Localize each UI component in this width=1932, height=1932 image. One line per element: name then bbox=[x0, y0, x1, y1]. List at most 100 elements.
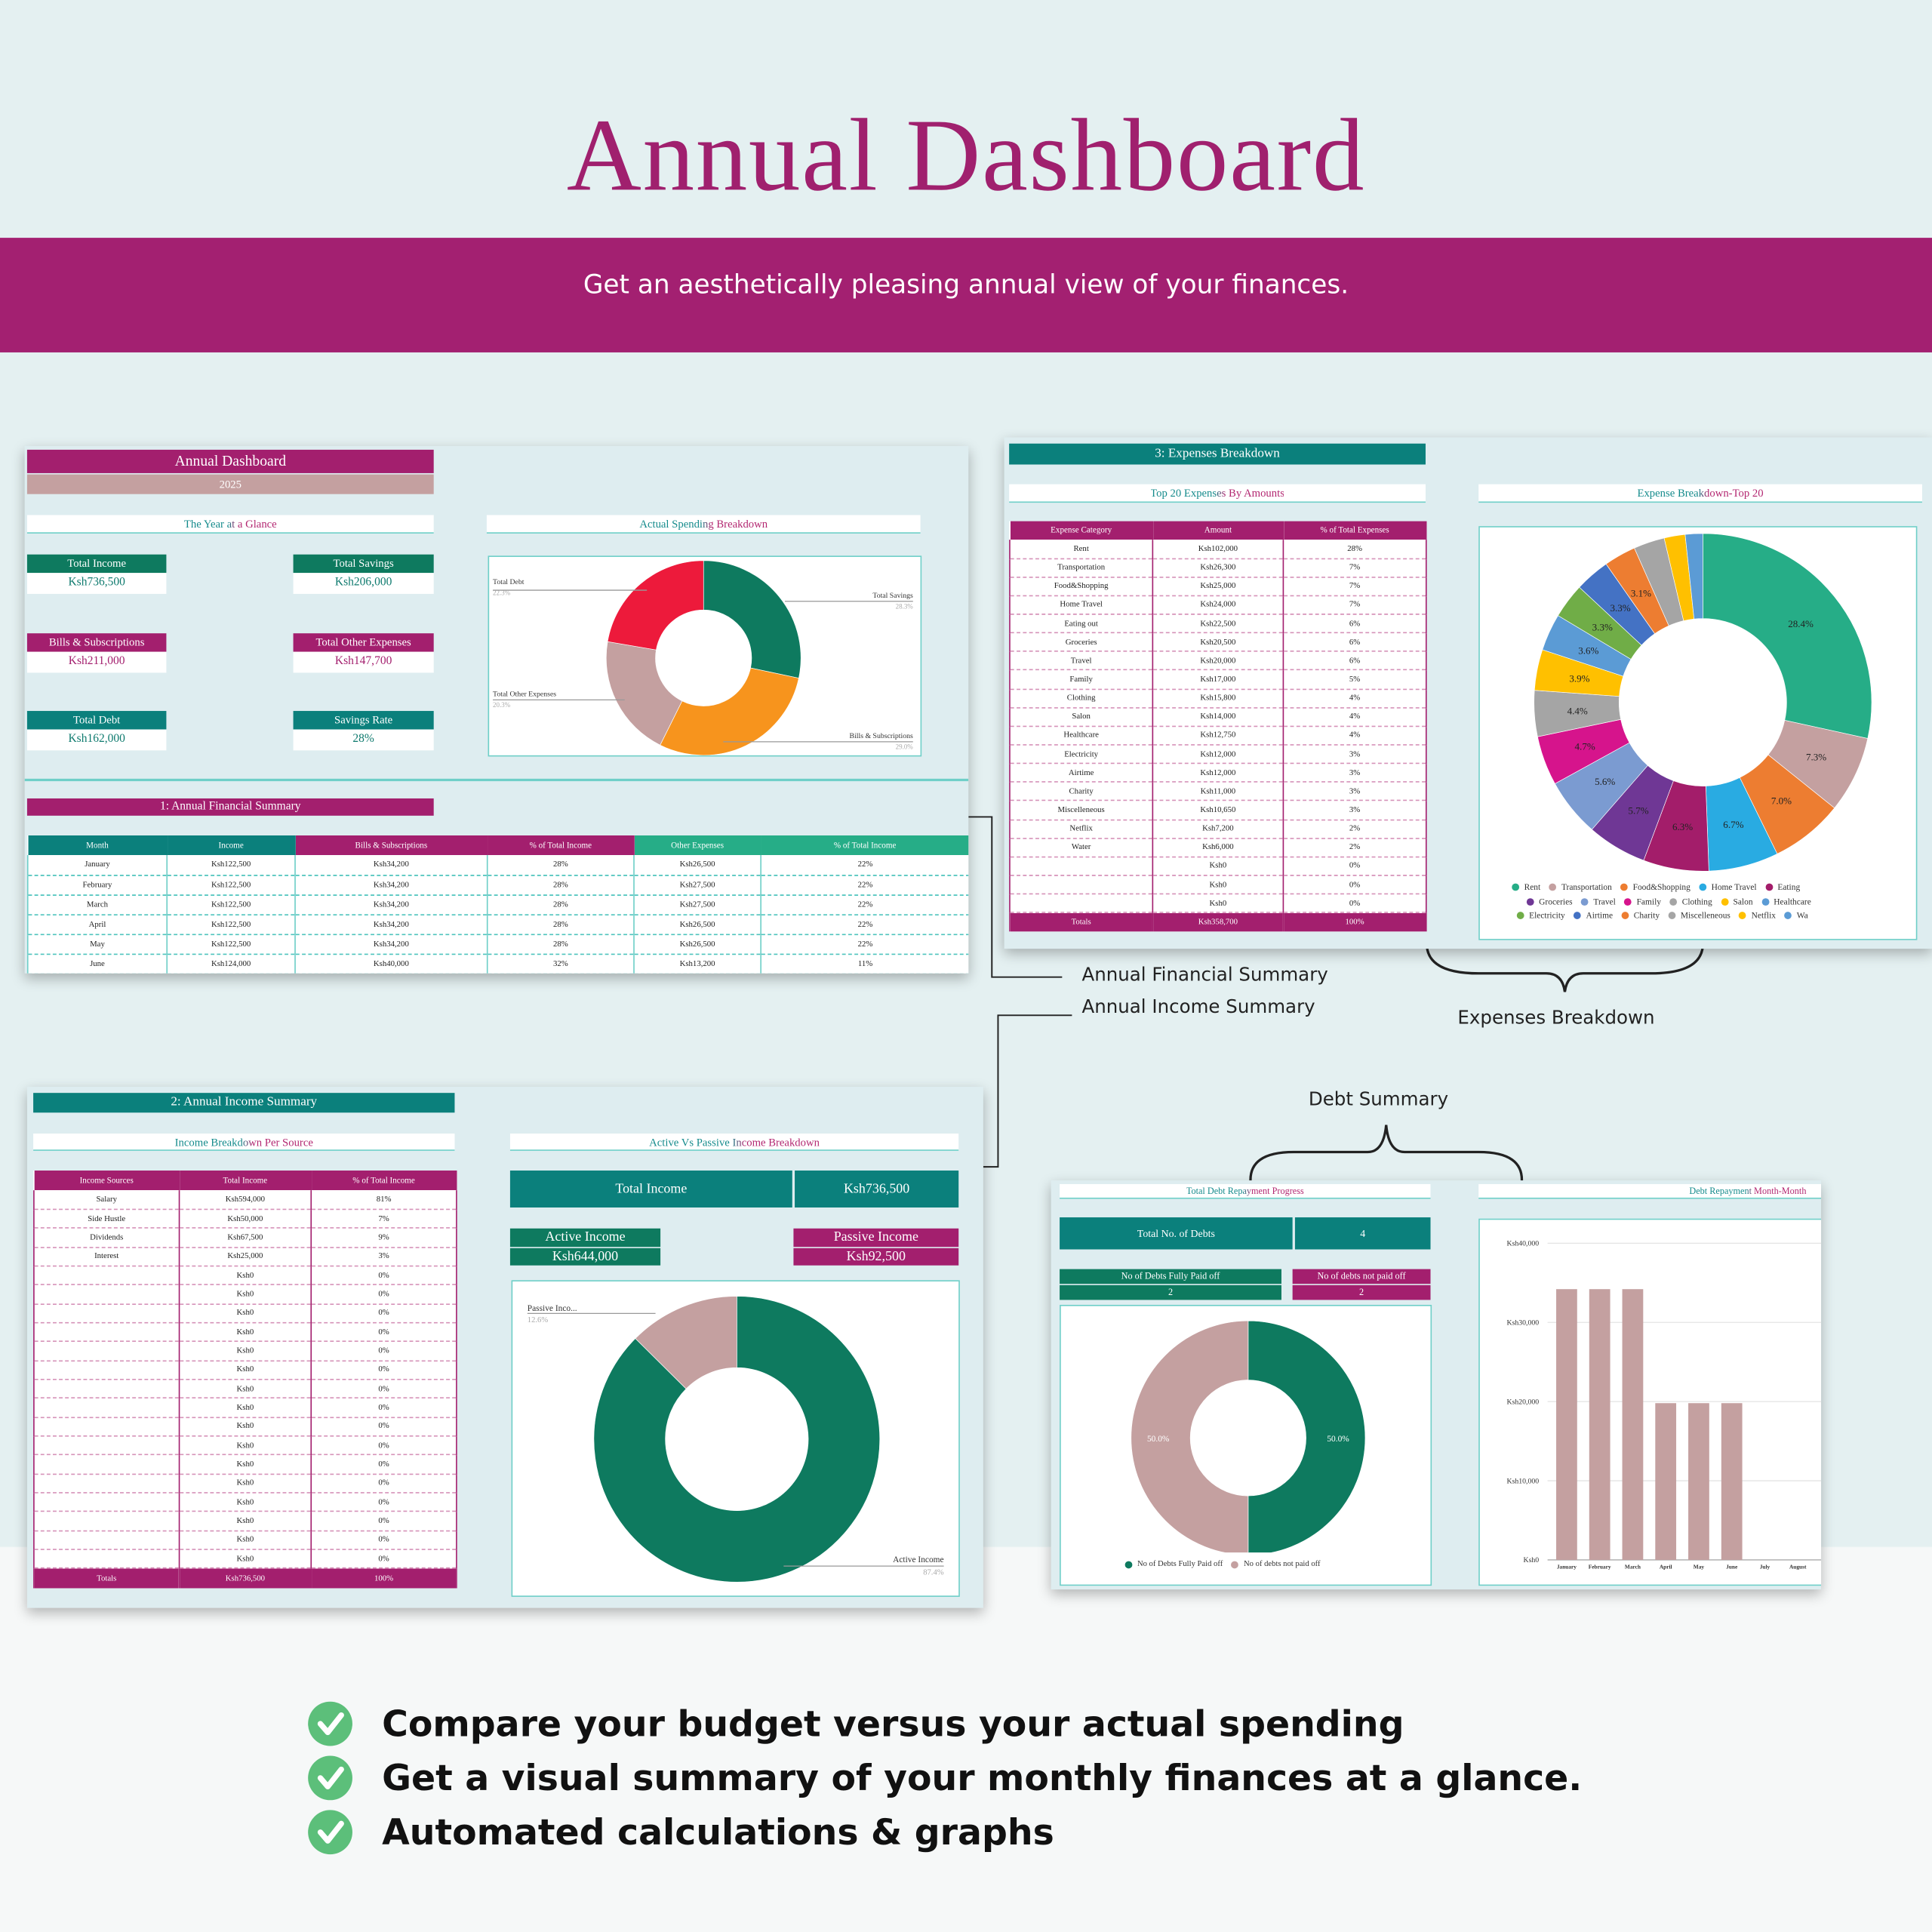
legend-item[interactable]: Rent bbox=[1512, 882, 1540, 892]
legend-row: Groceries Travel Family Clothing Salon Health… bbox=[1512, 897, 1820, 911]
debt-bar[interactable] bbox=[1622, 1289, 1644, 1560]
column-header[interactable]: Month bbox=[27, 835, 168, 856]
legend-dot-icon bbox=[1231, 1560, 1239, 1568]
table-cell bbox=[33, 1531, 180, 1550]
debt-slice[interactable] bbox=[1131, 1320, 1249, 1555]
legend-label: Netflix bbox=[1751, 910, 1776, 921]
table-row: Ksh0 0% bbox=[33, 1379, 457, 1399]
legend-item[interactable]: Eating bbox=[1765, 882, 1800, 892]
table-cell bbox=[33, 1492, 180, 1512]
expense-donut: 28.4% 7.3% 7.0% 6.7% 6.3% 5.7% 5.6% 4.7% 4.4% 3.9… bbox=[1534, 533, 1872, 872]
table-cell: 22% bbox=[760, 934, 969, 955]
column-header[interactable]: % of Total Income bbox=[487, 835, 634, 856]
legend-item[interactable]: Groceries bbox=[1526, 897, 1573, 906]
table-row: Rent Ksh102,000 28% bbox=[1009, 540, 1427, 559]
table-row: Ksh0 0% bbox=[1009, 857, 1427, 876]
table-cell: Rent bbox=[1009, 540, 1154, 559]
spending-slice[interactable] bbox=[660, 667, 799, 756]
legend-label: Home Travel bbox=[1711, 881, 1757, 893]
expense-slice[interactable] bbox=[1702, 533, 1872, 739]
glance-card-value: Ksh206,000 bbox=[293, 573, 434, 594]
table-cell: Ksh0 bbox=[178, 1454, 312, 1475]
spending-value-label: 29.0% bbox=[896, 743, 914, 751]
table-cell: Ksh594,000 bbox=[178, 1190, 312, 1211]
column-header[interactable]: % of Total Income bbox=[311, 1171, 457, 1191]
table-cell: Ksh0 bbox=[178, 1379, 312, 1399]
table-cell: 11% bbox=[760, 953, 969, 974]
debt-bar[interactable] bbox=[1556, 1289, 1577, 1560]
debt-bar[interactable] bbox=[1589, 1289, 1611, 1560]
table-row: Ksh0 0% bbox=[33, 1435, 457, 1456]
spending-slice[interactable] bbox=[607, 560, 704, 651]
table-cell: 0% bbox=[310, 1360, 457, 1380]
column-header[interactable]: Amount bbox=[1152, 521, 1284, 540]
column-header[interactable]: Income bbox=[167, 835, 296, 856]
table-cell bbox=[33, 1266, 180, 1286]
legend-item[interactable]: Family bbox=[1624, 897, 1661, 906]
banner: Get an aesthetically pleasing annual vie… bbox=[0, 238, 1932, 352]
table-cell: Water bbox=[1009, 838, 1154, 858]
debt-bar[interactable] bbox=[1655, 1403, 1677, 1560]
table-cell: Ksh15,800 bbox=[1152, 688, 1284, 709]
legend-item[interactable]: No of debts not paid off bbox=[1231, 1560, 1321, 1568]
legend-item[interactable]: Airtime bbox=[1574, 911, 1613, 921]
legend-item[interactable]: No of Debts Fully Paid off bbox=[1124, 1560, 1223, 1568]
table-cell: Ksh0 bbox=[178, 1266, 312, 1286]
debt-bar[interactable] bbox=[1721, 1403, 1743, 1560]
income-slice[interactable] bbox=[593, 1296, 881, 1583]
table-cell: April bbox=[26, 914, 168, 935]
column-header[interactable]: Income Sources bbox=[33, 1171, 180, 1191]
legend-item[interactable]: Charity bbox=[1621, 911, 1660, 921]
active-passive-title: Active Vs Passive Income Breakdown bbox=[509, 1134, 959, 1151]
legend-item[interactable]: Salon bbox=[1721, 897, 1753, 906]
column-header[interactable]: % of Total Income bbox=[761, 835, 969, 856]
legend-item[interactable]: Travel bbox=[1581, 897, 1616, 906]
legend-item[interactable]: Healthcare bbox=[1761, 897, 1811, 906]
table-row: Airtime Ksh12,000 3% bbox=[1009, 763, 1427, 783]
legend-item[interactable]: Netflix bbox=[1739, 911, 1776, 921]
expense-slice[interactable] bbox=[1684, 533, 1703, 620]
spending-donut: Total Savings 28.3% Bills & Subscriptions 2… bbox=[493, 560, 914, 756]
legend-item[interactable]: Clothing bbox=[1669, 897, 1712, 906]
legend-item[interactable]: Electricity bbox=[1516, 911, 1565, 921]
column-header[interactable]: % of Total Expenses bbox=[1283, 521, 1426, 540]
top-expenses-title-text: Top 20 Expenses By Amounts bbox=[1150, 486, 1284, 500]
income-slice[interactable] bbox=[635, 1296, 737, 1389]
column-header[interactable]: Bills & Subscriptions bbox=[295, 835, 488, 856]
spending-title: Actual Spending Breakdown bbox=[486, 515, 921, 534]
table-cell: Transportation bbox=[1009, 558, 1154, 578]
legend-item[interactable]: Wa bbox=[1784, 911, 1808, 921]
table-cell: Travel bbox=[1009, 651, 1154, 671]
table-row: Miscelleneous Ksh10,650 3% bbox=[1009, 801, 1427, 820]
table-cell bbox=[1009, 857, 1154, 876]
column-header[interactable]: Other Expenses bbox=[633, 835, 761, 856]
legend-item[interactable]: Miscelleneous bbox=[1668, 911, 1730, 921]
table-cell: 0% bbox=[310, 1322, 457, 1343]
debt-bar[interactable] bbox=[1688, 1403, 1709, 1560]
legend-item[interactable]: Home Travel bbox=[1699, 881, 1757, 893]
debt-slice[interactable] bbox=[1247, 1320, 1366, 1555]
totals-cell: 100% bbox=[310, 1568, 457, 1589]
x-tick-label: June bbox=[1726, 1563, 1738, 1570]
expense-value-label: 6.3% bbox=[1672, 821, 1693, 832]
debt-value-label: 50.0% bbox=[1327, 1435, 1349, 1444]
glance-card-value: Ksh736,500 bbox=[26, 573, 167, 594]
spending-slice[interactable] bbox=[605, 641, 683, 746]
table-cell: 0% bbox=[310, 1454, 457, 1475]
legend-item[interactable]: Transportation bbox=[1549, 882, 1612, 892]
column-header[interactable]: Total Income bbox=[179, 1171, 312, 1191]
passive-income-value: Ksh92,500 bbox=[793, 1247, 959, 1266]
connector-financial bbox=[968, 816, 1063, 978]
table-cell: 3% bbox=[310, 1247, 457, 1267]
totals-row: Totals Ksh736,500 100% bbox=[33, 1568, 457, 1589]
table-cell bbox=[33, 1473, 180, 1494]
table-cell: Ksh102,000 bbox=[1152, 540, 1284, 559]
column-header[interactable]: Expense Category bbox=[1009, 521, 1153, 540]
income-table: Income Sources Total Income% of Total Inc… bbox=[33, 1171, 457, 1589]
glance-card-label: Total Savings bbox=[293, 554, 434, 574]
legend-row: Electricity Airtime Charity Miscelleneous Ne… bbox=[1512, 911, 1820, 925]
legend-item[interactable]: Food&Shopping bbox=[1620, 882, 1690, 892]
table-cell: 0% bbox=[310, 1341, 457, 1361]
spending-slice[interactable] bbox=[703, 560, 801, 679]
legend-dot-icon bbox=[1761, 897, 1769, 906]
